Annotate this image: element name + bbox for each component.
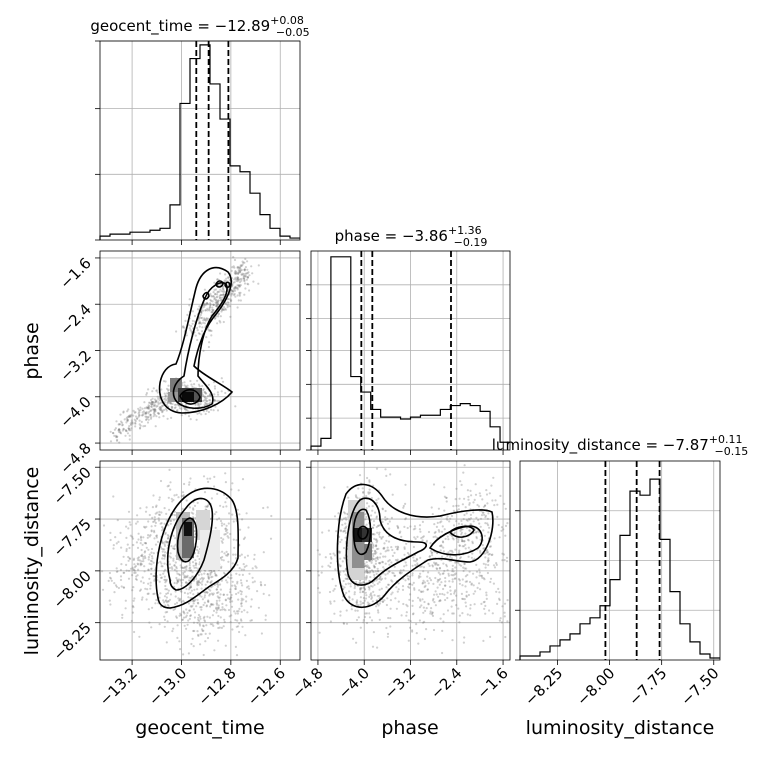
tick-label: −8.00	[50, 567, 95, 612]
title-geocent-time: geocent_time = −12.89+0.08 −0.05	[90, 14, 309, 39]
tick-label: −4.0	[56, 393, 94, 431]
tick-label: −2.4	[56, 300, 94, 338]
tick-label: −7.50	[677, 664, 722, 709]
scatter-luminosity-distance-vs-phase-panel	[310, 460, 511, 661]
hist-geocent-time-panel	[99, 40, 301, 241]
ylabel-luminosity-distance: luminosity_distance	[21, 467, 43, 656]
tick-label: −7.75	[625, 664, 670, 709]
tick-label: −13.2	[96, 664, 141, 709]
title-phase: phase = −3.86+1.36 −0.19	[335, 224, 488, 249]
xlabel-luminosity-distance: luminosity_distance	[526, 717, 715, 739]
tick-label: −7.75	[50, 515, 95, 560]
tick-label: −4.0	[335, 664, 373, 702]
scatter-phase-vs-geocent-time-panel	[99, 250, 301, 451]
xlabel-geocent-time: geocent_time	[135, 717, 264, 739]
axis-ticks: −13.2 −13.0 −12.8 −12.6 −4.8 −4.0 −3.2 −2.4 −1.6…	[50, 40, 723, 709]
tick-label: −1.6	[473, 664, 511, 702]
hist-phase-steps	[310, 256, 510, 450]
scatter-points-ld-phase	[316, 464, 509, 655]
scatter-luminosity-distance-vs-geocent-time-panel	[99, 460, 301, 661]
hist-geocent-time-steps	[99, 44, 300, 240]
contours-ld-phase	[336, 483, 494, 609]
ylabel-phase: phase	[21, 322, 43, 379]
tick-label: −3.2	[56, 347, 94, 385]
xlabel-phase: phase	[381, 717, 438, 739]
tick-label: −12.6	[244, 664, 289, 709]
scatter-points-ld-geocent-time	[101, 468, 273, 657]
tick-label: −8.00	[573, 664, 618, 709]
contours-phase-geocent-time	[158, 266, 234, 414]
tick-label: −8.25	[521, 664, 566, 709]
tick-label: −4.8	[288, 664, 326, 702]
tick-label: −8.25	[50, 619, 95, 664]
contours-ld-geocent-time	[155, 487, 240, 609]
tick-label: −1.6	[56, 254, 94, 292]
hist-phase-panel	[310, 250, 511, 451]
hist-luminosity-distance-steps	[519, 478, 720, 660]
tick-label: −3.2	[381, 664, 419, 702]
tick-label: −13.0	[145, 664, 190, 709]
title-luminosity-distance: luminosity_distance = −7.87+0.11 −0.15	[492, 433, 748, 458]
tick-label: −12.8	[194, 664, 239, 709]
hist-luminosity-distance-panel	[519, 460, 721, 661]
tick-label: −2.4	[427, 664, 465, 702]
